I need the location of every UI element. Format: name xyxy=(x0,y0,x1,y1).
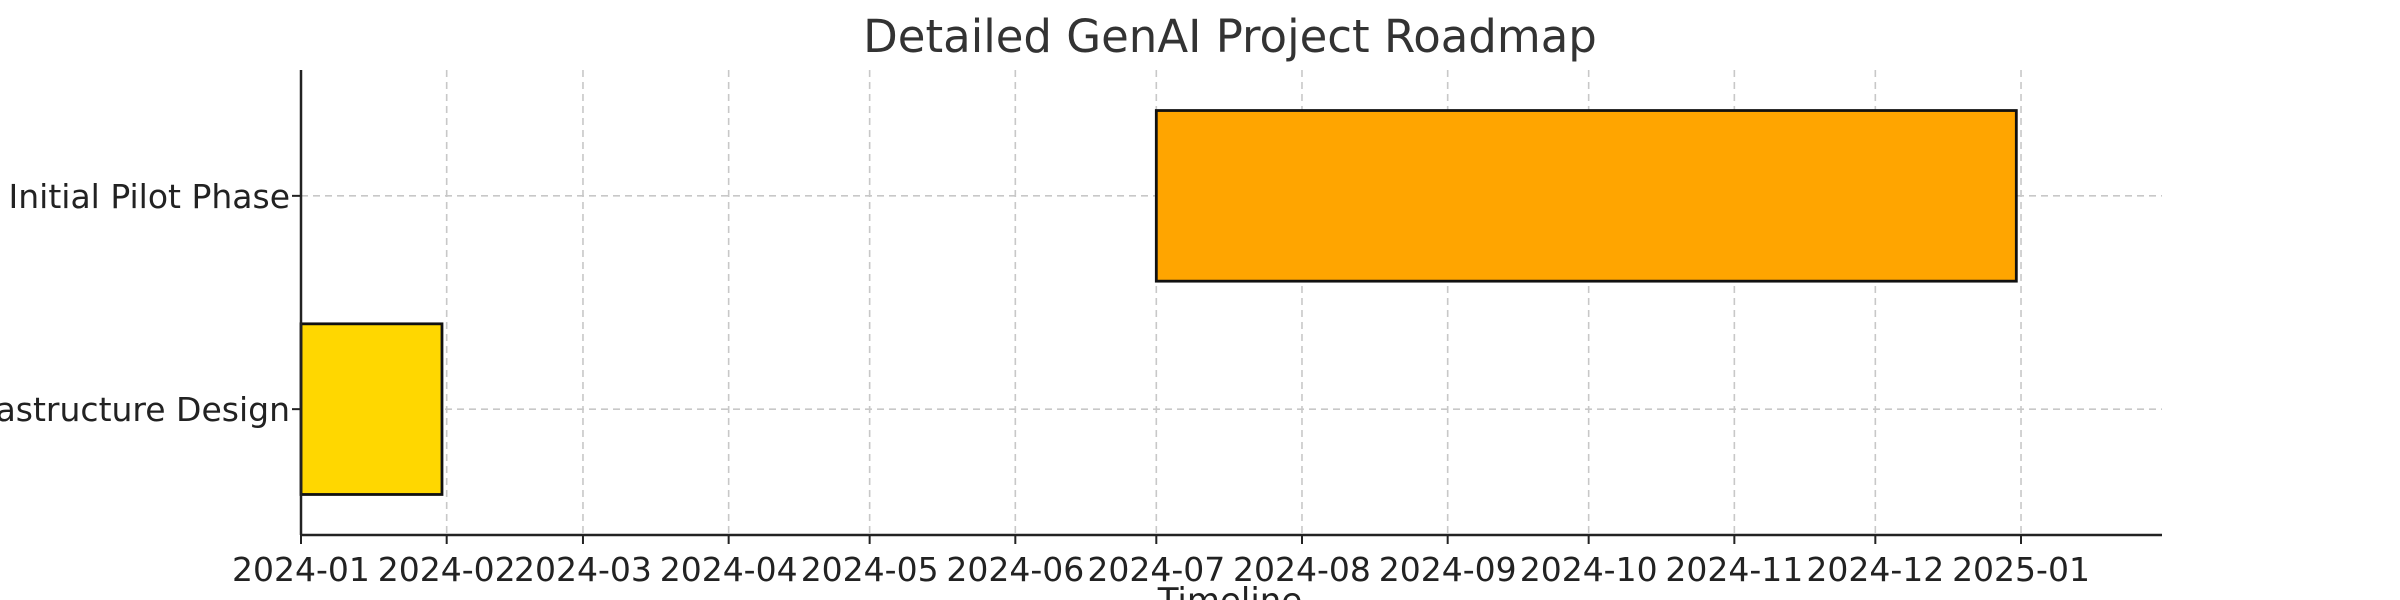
y-tick-label: Infrastructure Design xyxy=(0,390,290,429)
x-tick-label: 2024-04 xyxy=(660,550,798,589)
x-tick-label: 2025-01 xyxy=(1952,550,2090,589)
x-tick-label: 2024-10 xyxy=(1520,550,1658,589)
x-tick-label: 2024-06 xyxy=(946,550,1084,589)
bar-layer xyxy=(299,109,2018,496)
x-tick-label: 2024-02 xyxy=(378,550,516,589)
x-tick-label: 2024-08 xyxy=(1233,550,1371,589)
x-tick-label: 2024-12 xyxy=(1806,550,1944,589)
x-tick-label: 2024-03 xyxy=(514,550,652,589)
x-tick-label: 2024-09 xyxy=(1379,550,1517,589)
x-axis-label: Timeline xyxy=(1157,581,1303,600)
task-bar xyxy=(1154,109,2018,283)
x-tick-label: 2024-11 xyxy=(1665,550,1803,589)
chart-title: Detailed GenAI Project Roadmap xyxy=(863,10,1597,63)
x-tick-label: 2024-07 xyxy=(1087,550,1225,589)
y-tick-label: Initial Pilot Phase xyxy=(9,177,290,216)
x-tick-label: 2024-05 xyxy=(801,550,939,589)
x-tick-label: 2024-01 xyxy=(232,550,370,589)
axis-layer xyxy=(292,70,2162,544)
task-bar xyxy=(299,322,444,496)
